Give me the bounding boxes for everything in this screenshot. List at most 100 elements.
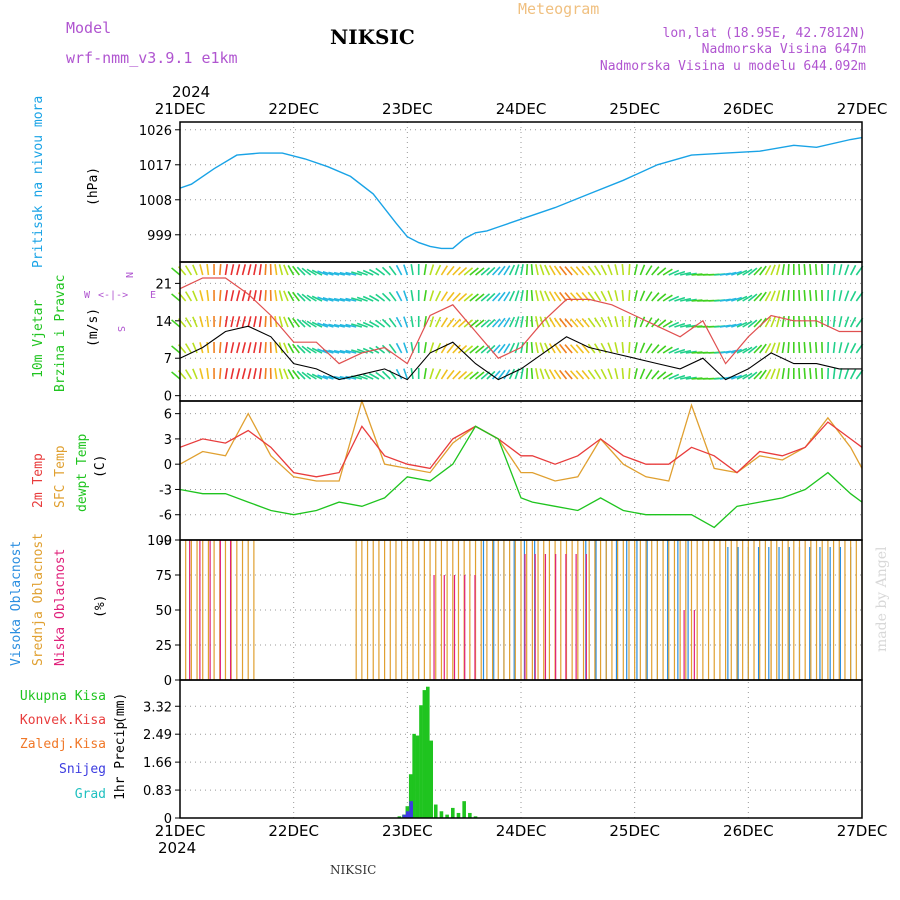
wind-arrow	[832, 315, 836, 328]
wind-arrow	[633, 290, 638, 302]
compass-arrows: <-|->	[98, 290, 128, 301]
bottom-date-label: 26DEC	[723, 822, 774, 840]
wind-arrow	[292, 265, 300, 276]
precip-legend-conv: Konvek.Kisa	[20, 713, 106, 728]
wind-arrow	[388, 317, 397, 328]
wind-arrow	[753, 318, 763, 328]
wind-arrow	[491, 266, 501, 276]
wind-arrow	[171, 319, 181, 328]
precip-legend-graupel: Grad	[75, 787, 106, 802]
total-precip-bar	[397, 816, 402, 818]
wind-arrow	[356, 296, 368, 302]
wind-arrow	[736, 347, 748, 354]
bottom-date-label: 22DEC	[268, 822, 319, 840]
wind-arrow	[463, 293, 474, 302]
wind-arrow	[798, 263, 801, 276]
wind-arrow	[508, 368, 516, 380]
wind-arrow	[564, 318, 573, 328]
wind-arrow	[832, 367, 836, 380]
wind-arrow	[247, 316, 252, 328]
wind-arrow	[770, 316, 776, 328]
wind-arrow	[674, 296, 686, 302]
wind-arrow	[264, 341, 267, 354]
wind-arrow	[356, 322, 368, 328]
wind-arrow	[639, 264, 646, 276]
wind-arrow	[548, 291, 556, 302]
precip-unit: (mm)	[113, 693, 128, 724]
wind-arrow	[171, 345, 181, 354]
wind-arrow	[253, 316, 257, 328]
wind-arrow	[301, 319, 312, 328]
wind-arrow	[633, 264, 638, 276]
wind-arrow	[803, 263, 806, 276]
wind-arrow	[356, 270, 368, 276]
wind-arrow	[339, 271, 351, 276]
wind-arrow	[559, 291, 568, 302]
wind-arrow	[192, 290, 198, 302]
wind-arrow	[206, 263, 210, 276]
wind-arrow	[514, 290, 520, 302]
wind-arrow	[375, 293, 386, 302]
wind-arrow	[809, 367, 812, 380]
cloud-ytick-label: 0	[164, 674, 172, 689]
wind-arrow	[457, 370, 468, 380]
wind-ytick-label: 0	[164, 390, 172, 405]
wind-arrow	[747, 345, 758, 354]
top-date-label: 27DEC	[837, 100, 888, 118]
temp-ylabel-2m: 2m Temp	[31, 453, 46, 508]
total-precip-bar	[412, 733, 416, 818]
wind-arrow	[742, 294, 753, 302]
top-date-label: 25DEC	[609, 100, 660, 118]
wind-arrow	[311, 269, 323, 276]
wind-arrow	[639, 342, 646, 354]
wind-arrow	[283, 290, 289, 302]
wind-arrow	[446, 369, 455, 380]
wind-arrow	[184, 317, 193, 328]
wind-arrow	[600, 290, 607, 302]
wind-arrow	[679, 323, 692, 328]
wind-arrow	[662, 268, 673, 276]
wind-arrow	[351, 271, 363, 276]
wind-arrow	[199, 316, 204, 328]
pressure-ytick-label: 1017	[139, 159, 172, 174]
wind-arrow	[230, 342, 235, 354]
wind-arrow	[375, 319, 386, 328]
wind-arrow	[283, 342, 289, 354]
wind-arrow	[306, 320, 317, 328]
wind-arrow	[317, 322, 329, 328]
wind-arrow	[535, 368, 539, 380]
wind-speed-line	[179, 325, 862, 381]
wind-arrow	[787, 367, 790, 380]
wind-arrow	[544, 342, 551, 354]
wind-arrow	[747, 319, 758, 328]
wind-arrow	[230, 290, 235, 302]
temperature-ytick-label: 3	[164, 433, 172, 448]
wind-arrow	[486, 370, 496, 380]
wind-arrow	[553, 369, 562, 380]
wind-arrow	[423, 316, 427, 328]
wind-arrow	[759, 343, 767, 354]
wind-arrow	[184, 291, 193, 302]
wind-arrow	[514, 316, 520, 328]
wind-arrow	[679, 297, 692, 302]
wind-arrow	[645, 343, 653, 354]
precip-ylabel: 1hr Precip	[113, 722, 128, 800]
model-name: wrf-nmm_v3.9.1 e1km	[66, 49, 238, 67]
wind-arrow	[274, 263, 278, 276]
wind-arrow	[628, 289, 631, 302]
wind-arrow	[241, 368, 247, 380]
wind-arrow	[469, 345, 479, 354]
wind-arrow	[435, 290, 442, 302]
model-label: Model	[66, 19, 111, 37]
product-title: Meteogram	[518, 0, 599, 18]
wind-arrow	[317, 270, 329, 276]
precip-ytick-label: 0.83	[143, 784, 172, 799]
total-precip-bar	[415, 735, 420, 818]
wind-arrow	[435, 316, 442, 328]
wind-arrow	[287, 369, 295, 380]
wind-arrow	[621, 367, 625, 380]
snow-bar	[405, 811, 410, 818]
wind-arrow	[814, 367, 818, 380]
wind-arrow	[685, 350, 697, 354]
